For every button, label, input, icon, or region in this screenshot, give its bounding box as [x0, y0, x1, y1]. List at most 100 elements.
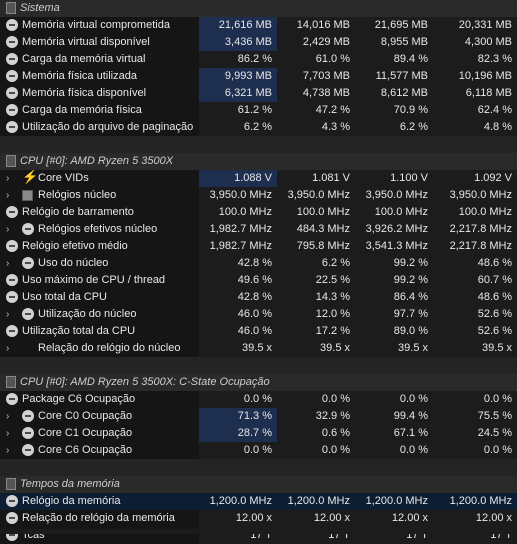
sensor-row[interactable]: Carga da memória física 61.2 % 47.2 % 70.9 … — [0, 102, 517, 119]
expand-chevron-icon[interactable]: › — [6, 190, 10, 201]
sensor-label-cell: Utilização do arquivo de paginação — [0, 119, 199, 136]
circle-minus-icon — [6, 495, 18, 507]
max-value: 11,577 MB — [355, 68, 433, 85]
sensor-row[interactable]: Memória virtual comprometida 21,616 MB 14,… — [0, 17, 517, 34]
sensor-row[interactable]: › Core C0 Ocupação 71.3 % 32.9 % 99.4 % 75.5 … — [0, 408, 517, 425]
max-value: 67.1 % — [355, 425, 433, 442]
sensor-row[interactable]: Relação do relógio da memória 12.00 x 12.0… — [0, 510, 517, 527]
sensor-row[interactable]: Relógio de barramento 100.0 MHz 100.0 MHz 1… — [0, 204, 517, 221]
expand-chevron-icon[interactable]: › — [6, 173, 10, 184]
sensor-label: Memória virtual disponível — [22, 36, 150, 48]
current-value: 100.0 MHz — [199, 204, 277, 221]
average-value: 39.5 x — [433, 340, 517, 357]
current-value: 12.00 x — [199, 510, 277, 527]
section-header-cell: Tempos da memória — [0, 476, 517, 493]
sensor-row[interactable]: Utilização total da CPU 46.0 % 17.2 % 89.0 … — [0, 323, 517, 340]
min-value: 1.081 V — [277, 170, 355, 187]
sensor-label: Uso total da CPU — [22, 291, 107, 303]
expand-chevron-icon[interactable]: › — [6, 343, 10, 354]
average-value: 48.6 % — [433, 255, 517, 272]
sensor-label-cell: Utilização total da CPU — [0, 323, 199, 340]
current-value: 6,321 MB — [199, 85, 277, 102]
sensor-label: Core VIDs — [38, 172, 89, 184]
average-value: 52.6 % — [433, 323, 517, 340]
sensor-label: Relógio de barramento — [22, 206, 134, 218]
circle-minus-icon — [6, 325, 18, 337]
sensor-row[interactable]: › Relação do relógio do núcleo 39.5 x 39.5 … — [0, 340, 517, 357]
expand-chevron-icon[interactable]: › — [6, 224, 10, 235]
sensor-row[interactable]: › ⚡ Core VIDs 1.088 V 1.081 V 1.100 V 1.092 V — [0, 170, 517, 187]
expand-chevron-icon[interactable]: › — [6, 309, 10, 320]
expand-chevron-icon[interactable]: › — [6, 411, 10, 422]
max-value: 100.0 MHz — [355, 204, 433, 221]
sensor-row[interactable]: Package C6 Ocupação 0.0 % 0.0 % 0.0 % 0.0 % — [0, 391, 517, 408]
sensor-row[interactable]: › Uso do núcleo 42.8 % 6.2 % 99.2 % 48.6 % — [0, 255, 517, 272]
circle-minus-icon — [6, 70, 18, 82]
sensor-row[interactable]: › Utilização do núcleo 46.0 % 12.0 % 97.7 % 5… — [0, 306, 517, 323]
section-header[interactable]: CPU [#0]: AMD Ryzen 5 3500X: C-State Ocu… — [0, 374, 517, 391]
sensor-label: Uso máximo de CPU / thread — [22, 274, 166, 286]
sensor-label: Relógio da memória — [22, 495, 121, 507]
sensor-label-cell: › Relação do relógio do núcleo — [0, 340, 199, 357]
section-header[interactable]: CPU [#0]: AMD Ryzen 5 3500X — [0, 153, 517, 170]
max-value: 21,695 MB — [355, 17, 433, 34]
circle-minus-icon — [22, 444, 34, 456]
sensor-label-cell: Package C6 Ocupação — [0, 391, 199, 408]
sensor-label: Memória física disponível — [22, 87, 147, 99]
section-title: CPU [#0]: AMD Ryzen 5 3500X — [20, 155, 174, 167]
current-value: 0.0 % — [199, 391, 277, 408]
circle-minus-icon — [22, 308, 34, 320]
square-icon — [22, 190, 33, 201]
expand-chevron-icon[interactable]: › — [6, 445, 10, 456]
sensor-row[interactable]: › Core C1 Ocupação 28.7 % 0.6 % 67.1 % 24.5 % — [0, 425, 517, 442]
current-value: 46.0 % — [199, 323, 277, 340]
max-value: 3,926.2 MHz — [355, 221, 433, 238]
sensor-row[interactable]: Memória física disponível 6,321 MB 4,738 M… — [0, 85, 517, 102]
sensor-label: Relação do relógio do núcleo — [38, 342, 181, 354]
average-value: 4,300 MB — [433, 34, 517, 51]
sensor-row[interactable]: Utilização do arquivo de paginação 6.2 % 4… — [0, 119, 517, 136]
current-value: 1.088 V — [199, 170, 277, 187]
section-icon — [6, 2, 16, 14]
expand-chevron-icon[interactable]: › — [6, 428, 10, 439]
circle-minus-icon — [6, 274, 18, 286]
average-value: 75.5 % — [433, 408, 517, 425]
sensor-row[interactable]: Memória virtual disponível 3,436 MB 2,429 … — [0, 34, 517, 51]
max-value: 8,955 MB — [355, 34, 433, 51]
sensor-row[interactable]: Uso máximo de CPU / thread 49.6 % 22.5 % 99… — [0, 272, 517, 289]
expand-chevron-icon[interactable]: › — [6, 258, 10, 269]
sensor-label-cell: › Relógios efetivos núcleo — [0, 221, 199, 238]
sensor-label-cell: Carga da memória física — [0, 102, 199, 119]
sensor-label-cell: › Relógios núcleo — [0, 187, 199, 204]
sensor-label-cell: › Core C6 Ocupação — [0, 442, 199, 459]
sensor-row[interactable]: Relógio da memória 1,200.0 MHz 1,200.0 MHz… — [0, 493, 517, 510]
current-value: 21,616 MB — [199, 17, 277, 34]
current-value: 86.2 % — [199, 51, 277, 68]
current-value: 6.2 % — [199, 119, 277, 136]
sensor-row[interactable]: › Relógios núcleo 3,950.0 MHz 3,950.0 MHz 3,… — [0, 187, 517, 204]
sensor-row[interactable]: › Relógios efetivos núcleo 1,982.7 MHz 484.… — [0, 221, 517, 238]
average-value: 0.0 % — [433, 442, 517, 459]
circle-minus-icon — [22, 257, 34, 269]
section-header[interactable]: Sistema — [0, 0, 517, 17]
circle-minus-icon — [6, 291, 18, 303]
sensor-label-cell: › Core C1 Ocupação — [0, 425, 199, 442]
max-value: 99.4 % — [355, 408, 433, 425]
sensor-label-cell: Memória virtual comprometida — [0, 17, 199, 34]
max-value: 89.0 % — [355, 323, 433, 340]
sensor-row[interactable]: Relógio efetivo médio 1,982.7 MHz 795.8 MH… — [0, 238, 517, 255]
current-value: 46.0 % — [199, 306, 277, 323]
section-header[interactable]: Tempos da memória — [0, 476, 517, 493]
sensor-row[interactable]: Carga da memória virtual 86.2 % 61.0 % 89.4… — [0, 51, 517, 68]
average-value: 6,118 MB — [433, 85, 517, 102]
max-value: 0.0 % — [355, 442, 433, 459]
max-value: 0.0 % — [355, 391, 433, 408]
section-spacer — [0, 459, 517, 476]
sensor-row[interactable]: Memória física utilizada 9,993 MB 7,703 MB… — [0, 68, 517, 85]
section-spacer — [0, 136, 517, 153]
sensor-row[interactable]: Uso total da CPU 42.8 % 14.3 % 86.4 % 48.6 % — [0, 289, 517, 306]
sensor-row[interactable]: › Core C6 Ocupação 0.0 % 0.0 % 0.0 % 0.0 % — [0, 442, 517, 459]
min-value: 32.9 % — [277, 408, 355, 425]
min-value: 12.00 x — [277, 510, 355, 527]
